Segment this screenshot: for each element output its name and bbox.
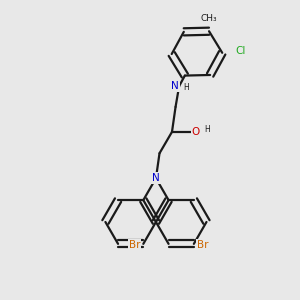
Text: O: O <box>192 127 200 137</box>
Text: Br: Br <box>129 240 140 250</box>
Text: H: H <box>183 83 188 92</box>
Text: CH₃: CH₃ <box>201 14 218 23</box>
Text: N: N <box>152 173 160 183</box>
Text: Br: Br <box>197 240 208 250</box>
Text: N: N <box>171 81 178 91</box>
Text: Cl: Cl <box>236 46 246 56</box>
Text: H: H <box>204 125 210 134</box>
